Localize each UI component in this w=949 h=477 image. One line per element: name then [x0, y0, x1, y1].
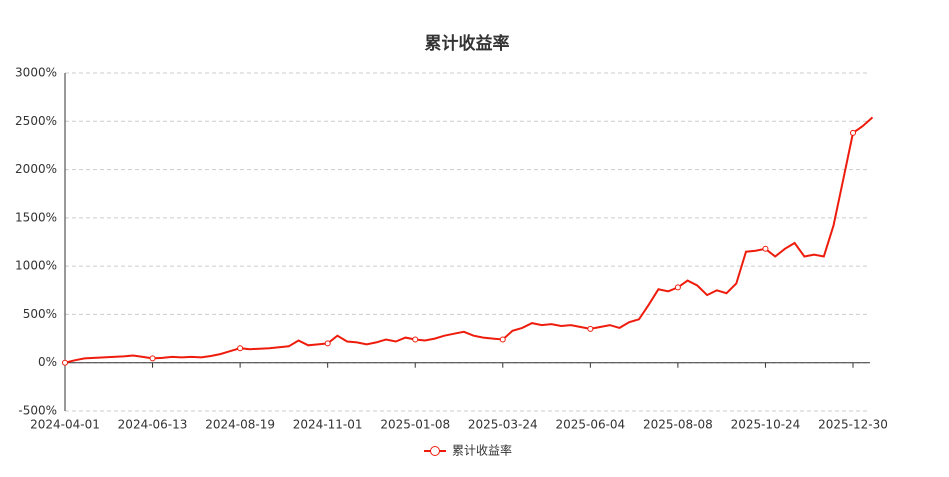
point: [587, 325, 594, 332]
y-tick-label: 500%: [23, 307, 57, 321]
point: [62, 359, 68, 366]
point: [499, 336, 506, 343]
x-tick-label: 2025-01-08: [380, 418, 450, 432]
chart-title: 累计收益率: [425, 33, 510, 54]
point: [324, 340, 331, 347]
y-tick-label: 1500%: [15, 210, 57, 224]
x-tick-label: 2025-10-24: [731, 418, 801, 432]
y-tick-label: 0%: [38, 355, 57, 369]
x-tick-label: 2025-06-04: [555, 418, 625, 432]
x-tick-label: 2025-12-30: [818, 418, 888, 432]
y-tick-label: 2000%: [15, 162, 57, 176]
x-tick-label: 2024-11-01: [293, 418, 363, 432]
x-tick-label: 2024-06-13: [118, 418, 188, 432]
x-tick-label: 2025-08-08: [643, 418, 713, 432]
point: [149, 355, 156, 362]
y-tick-label: 3000%: [15, 66, 57, 80]
y-tick-label: 1000%: [15, 259, 57, 273]
point: [412, 336, 419, 343]
y-tick-label: 2500%: [15, 114, 57, 128]
point: [762, 245, 769, 252]
y-tick-label: -500%: [18, 404, 57, 418]
line: [64, 116, 874, 364]
x-tick-label: 2024-04-01: [30, 418, 100, 432]
x-tick-label: 2024-08-19: [205, 418, 275, 432]
x-tick-label: 2025-03-24: [468, 418, 538, 432]
legend-label: 累计收益率: [452, 443, 512, 458]
legend-marker: [430, 446, 440, 456]
point: [850, 129, 856, 136]
point: [237, 345, 244, 352]
point: [674, 284, 681, 291]
